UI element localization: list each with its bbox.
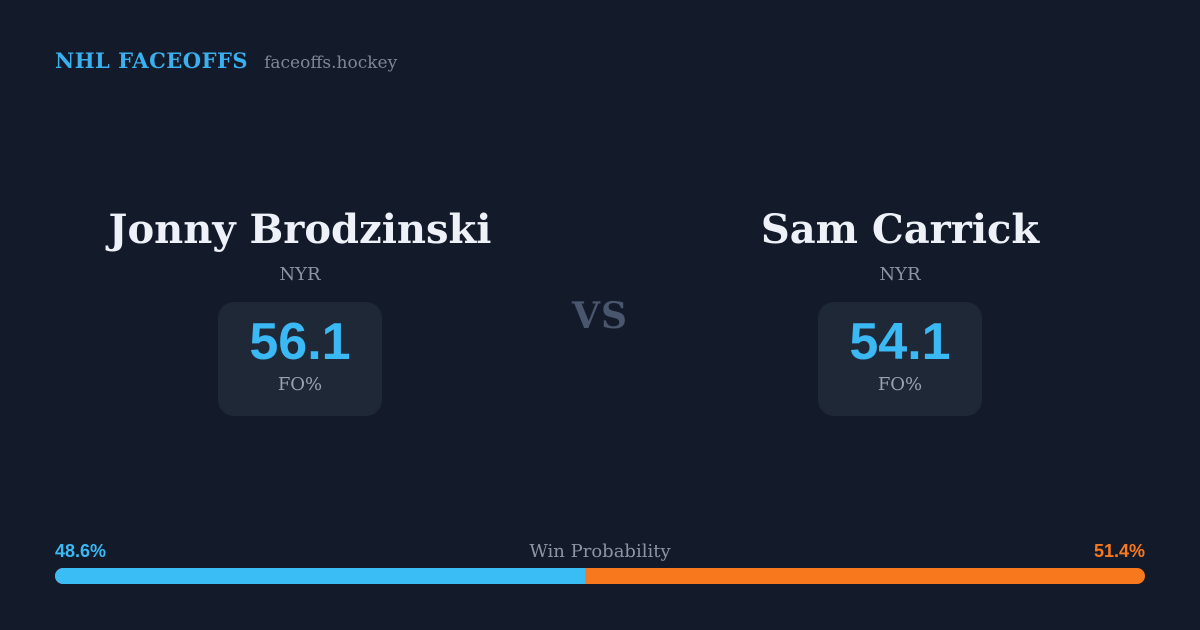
player-panel-right: Sam Carrick NYR 54.1 FO% bbox=[600, 208, 1200, 416]
win-probability-fill-left bbox=[55, 568, 585, 584]
win-probability-left-value: 48.6% bbox=[55, 541, 107, 561]
stat-card: 54.1 FO% bbox=[818, 302, 982, 416]
player-team: NYR bbox=[879, 264, 921, 285]
win-probability-bar bbox=[55, 568, 1145, 584]
site-url-text: faceoffs.hockey bbox=[264, 53, 398, 73]
vs-label: VS bbox=[572, 295, 628, 337]
player-name: Sam Carrick bbox=[760, 206, 1040, 253]
stat-label: FO% bbox=[277, 374, 323, 395]
header: NHL FACEOFFS faceoffs.hockey bbox=[55, 48, 397, 73]
brand-logo-text: NHL FACEOFFS bbox=[55, 48, 249, 73]
stat-label: FO% bbox=[877, 374, 923, 395]
stat-value: 56.1 bbox=[249, 313, 351, 371]
win-probability-right-value: 51.4% bbox=[1093, 541, 1145, 561]
player-panel-left: Jonny Brodzinski NYR 56.1 FO% bbox=[0, 208, 600, 416]
player-team: NYR bbox=[279, 264, 321, 285]
player-name: Jonny Brodzinski bbox=[108, 206, 492, 253]
stat-value: 54.1 bbox=[849, 313, 951, 371]
win-probability-title: Win Probability bbox=[529, 541, 671, 562]
win-probability-labels: 48.6% Win Probability 51.4% bbox=[55, 541, 1145, 563]
stat-card: 56.1 FO% bbox=[218, 302, 382, 416]
